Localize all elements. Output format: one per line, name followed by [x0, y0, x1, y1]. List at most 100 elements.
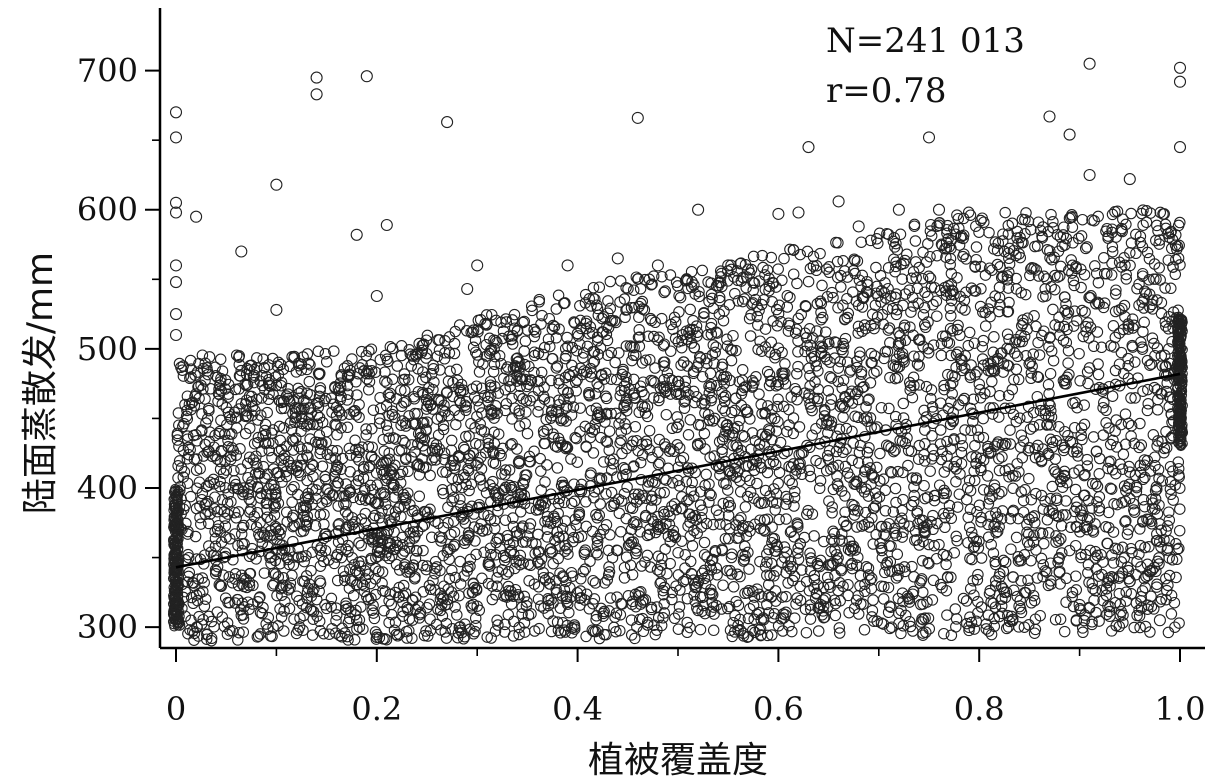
data-point: [852, 327, 864, 339]
data-point: [924, 225, 937, 237]
data-point: [919, 438, 931, 450]
data-point: [492, 387, 505, 399]
data-point: [682, 429, 695, 441]
data-point: [946, 376, 959, 389]
data-point: [250, 457, 262, 469]
data-point: [763, 280, 776, 293]
data-point: [680, 386, 692, 398]
data-point: [1109, 288, 1122, 300]
data-point: [207, 473, 220, 486]
data-point: [786, 477, 798, 490]
data-point: [666, 422, 679, 435]
data-point: [362, 440, 375, 453]
data-point: [1028, 510, 1041, 522]
data-point: [842, 307, 855, 320]
data-point: [587, 356, 599, 369]
data-point: [342, 545, 354, 558]
data-point: [1122, 524, 1135, 536]
data-point: [725, 354, 738, 367]
data-point: [605, 373, 618, 385]
data-point: [471, 600, 483, 612]
data-point: [933, 216, 946, 229]
data-point: [968, 540, 981, 553]
data-point: [413, 490, 426, 503]
data-point: [814, 247, 826, 260]
data-point: [934, 424, 947, 436]
data-point: [380, 419, 393, 431]
data-point: [341, 394, 353, 406]
data-point: [520, 406, 532, 418]
data-point: [1091, 496, 1103, 508]
data-point: [846, 562, 859, 575]
data-point: [320, 392, 332, 405]
data-point: [1134, 236, 1147, 249]
data-point: [337, 565, 350, 577]
data-point: [534, 558, 546, 570]
data-point: [881, 227, 893, 240]
data-point: [868, 615, 880, 627]
data-point: [1038, 325, 1050, 337]
data-point: [389, 616, 402, 629]
data-point: [925, 384, 938, 396]
data-point: [367, 404, 380, 416]
data-point: [1164, 483, 1177, 495]
data-point: [320, 602, 333, 615]
data-point: [696, 504, 708, 517]
data-point: [792, 547, 804, 559]
data-point: [1005, 543, 1017, 555]
data-point: [902, 459, 914, 472]
data-point: [791, 368, 803, 380]
data-point: [788, 500, 800, 512]
data-point: [1060, 572, 1073, 585]
data-point: [294, 612, 306, 624]
data-point: [814, 475, 827, 487]
data-point: [442, 375, 455, 387]
data-point: [508, 322, 521, 334]
data-point: [1130, 481, 1143, 494]
data-point: [214, 353, 227, 366]
data-point: [764, 375, 777, 387]
data-point: [223, 410, 236, 423]
data-point: [503, 538, 516, 551]
data-point: [538, 501, 550, 513]
data-point: [736, 295, 749, 308]
data-point: [185, 371, 197, 383]
data-point: [804, 613, 817, 625]
data-point: [252, 630, 265, 642]
data-point: [762, 400, 774, 412]
data-point: [335, 463, 347, 476]
data-point: [986, 375, 998, 388]
data-point: [288, 480, 300, 493]
data-point: [976, 353, 989, 365]
data-point: [198, 600, 211, 612]
data-point: [1044, 557, 1057, 569]
data-point: [656, 270, 668, 283]
data-point: [329, 418, 341, 431]
data-point: [713, 509, 725, 521]
data-point: [679, 395, 692, 407]
data-point: [377, 433, 390, 446]
data-point: [630, 542, 642, 554]
data-point: [261, 489, 273, 501]
data-point: [514, 372, 526, 385]
data-point: [511, 325, 524, 337]
data-point: [260, 370, 273, 383]
data-point: [748, 377, 760, 389]
data-point: [1070, 570, 1082, 582]
data-point: [780, 513, 792, 525]
data-point: [804, 398, 816, 410]
data-point: [759, 323, 772, 335]
data-point: [829, 597, 842, 610]
data-point: [993, 389, 1006, 402]
data-point: [583, 388, 595, 401]
data-point: [718, 371, 730, 383]
data-point: [1103, 605, 1116, 618]
data-point: [1017, 506, 1030, 518]
data-point: [639, 556, 651, 568]
data-point: [227, 444, 240, 457]
data-point: [941, 571, 954, 583]
data-point: [948, 434, 960, 446]
data-point: [222, 388, 234, 400]
data-point: [765, 591, 778, 603]
data-point: [548, 510, 560, 523]
